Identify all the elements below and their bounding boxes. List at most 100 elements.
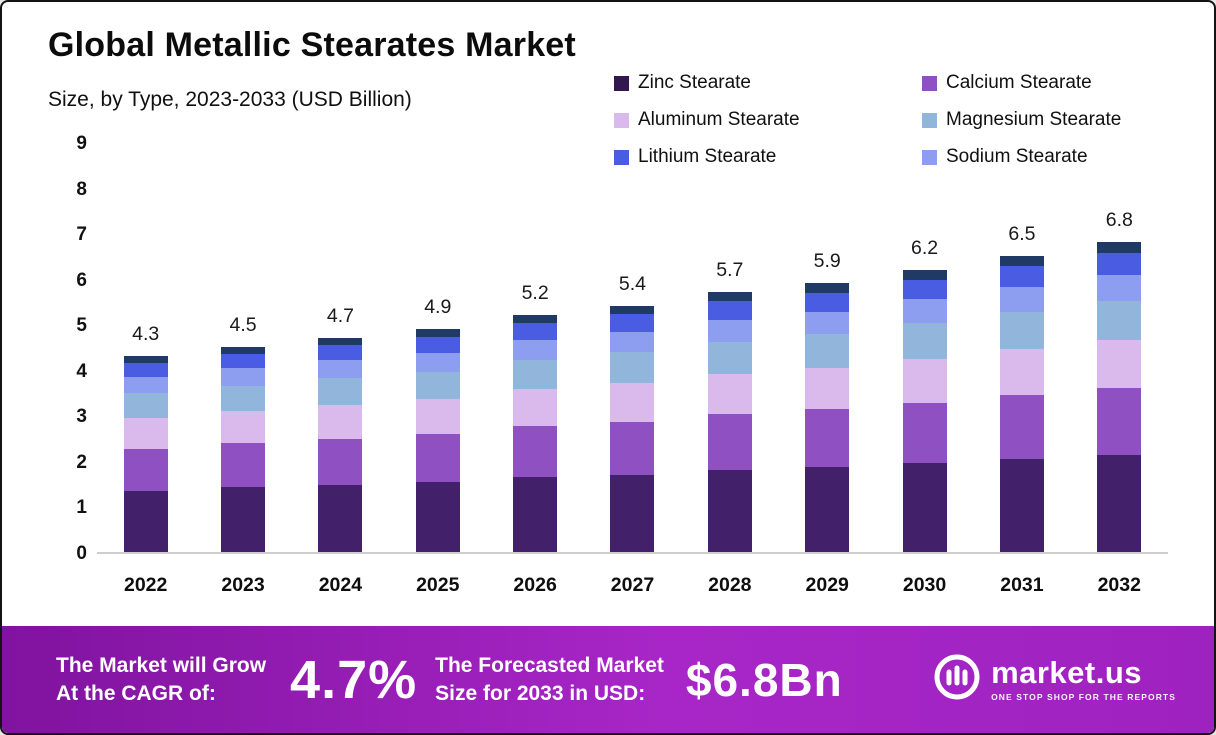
bar-segment-lithium-stearate	[902, 279, 947, 300]
bar-segment-aluminum-stearate	[902, 358, 947, 403]
cagr-label-line1: The Market will Grow	[56, 654, 267, 678]
bar-segment-aluminum-stearate	[610, 383, 655, 422]
legend-label: Magnesium Stearate	[946, 109, 1122, 130]
legend-item-calcium-stearate: Calcium Stearate	[922, 72, 1189, 94]
bar-segment-aluminum-stearate	[513, 389, 558, 427]
bar-segment-magnesium-stearate	[1097, 301, 1142, 340]
bar-segment-aluminum-stearate	[221, 411, 266, 444]
bar-segment-zinc-stearate	[513, 477, 558, 552]
stacked-bar-2032	[1097, 242, 1142, 552]
stacked-bar-2025	[415, 328, 460, 552]
forecast-label-line1: The Forecasted Market	[435, 654, 664, 678]
bar-slot-2032: 6.8	[1071, 144, 1168, 552]
bar-segment-aluminum-stearate	[318, 405, 363, 439]
legend-item-magnesium-stearate: Magnesium Stearate	[922, 109, 1189, 131]
bar-segment-calcium-stearate	[513, 426, 558, 478]
bar-segment-lithium-stearate	[1097, 253, 1142, 275]
bar-segment-cap	[221, 347, 266, 355]
x-tick-label-2030: 2030	[902, 574, 947, 596]
x-axis: 2022 2023 2024 2025 2026 2027 2028 2029 2030 2031…	[97, 574, 1168, 597]
bar-total-label-2023: 4.5	[229, 314, 257, 336]
legend-label: Aluminum Stearate	[638, 109, 800, 130]
y-tick-label-2: 2	[76, 451, 87, 473]
bar-slot-2028: 5.7	[681, 144, 778, 552]
legend-swatch-icon	[922, 112, 937, 128]
forecast-label: The Forecasted Market Size for 2033 in U…	[435, 652, 664, 707]
bar-segment-magnesium-stearate	[415, 371, 460, 400]
bar-segment-magnesium-stearate	[805, 334, 850, 368]
bar-segment-sodium-stearate	[513, 339, 558, 360]
bar-total-label-2027: 5.4	[618, 273, 647, 295]
bar-segment-sodium-stearate	[805, 311, 850, 335]
legend-item-zinc-stearate: Zinc Stearate	[614, 72, 922, 94]
y-tick-label-3: 3	[76, 406, 87, 428]
bar-segment-zinc-stearate	[1097, 454, 1142, 552]
bar-segment-cap	[999, 255, 1044, 267]
bar-slot-2027: 5.4	[584, 144, 681, 552]
stacked-bar-2022	[123, 356, 168, 552]
bar-segment-magnesium-stearate	[221, 385, 266, 412]
bar-segment-magnesium-stearate	[610, 352, 655, 384]
legend-label: Sodium Stearate	[946, 146, 1088, 167]
stacked-bar-2029	[805, 283, 850, 552]
y-tick-label-9: 9	[76, 133, 87, 154]
bar-total-label-2025: 4.9	[424, 295, 452, 318]
bar-segment-sodium-stearate	[221, 368, 266, 386]
legend-swatch-icon	[922, 75, 937, 91]
bar-slot-2030: 6.2	[876, 144, 973, 552]
bar-segment-magnesium-stearate	[513, 359, 558, 390]
forecast-label-line2: Size for 2033 in USD:	[435, 681, 646, 705]
bar-segment-lithium-stearate	[123, 362, 168, 377]
bar-slot-2025: 4.9	[389, 144, 486, 552]
stacked-bar-2024	[318, 337, 363, 552]
bar-segment-magnesium-stearate	[902, 323, 947, 359]
x-tick-label-2026: 2026	[513, 574, 557, 596]
bar-segment-aluminum-stearate	[707, 373, 752, 414]
bar-segment-aluminum-stearate	[999, 348, 1044, 395]
x-tick-label-2022: 2022	[123, 574, 168, 596]
plot-area: 4.3 4.5 4.7 4.9 5.2 5.4 5.7 5.9 6.2 6.5 6.8	[97, 144, 1168, 554]
x-tick-label-2027: 2027	[610, 574, 655, 596]
bar-segment-calcium-stearate	[805, 409, 850, 468]
y-tick-label-5: 5	[76, 315, 87, 337]
bar-segment-calcium-stearate	[318, 438, 363, 485]
legend-swatch-icon	[922, 149, 937, 165]
bar-segment-calcium-stearate	[999, 394, 1044, 459]
bar-segment-calcium-stearate	[902, 402, 947, 464]
legend-swatch-icon	[614, 75, 629, 91]
bar-slot-2023: 4.5	[194, 144, 291, 552]
marketus-logo-icon	[933, 653, 981, 706]
y-tick-label-0: 0	[76, 543, 87, 564]
stacked-bar-2023	[221, 347, 266, 552]
bar-segment-lithium-stearate	[318, 345, 363, 361]
cagr-value: 4.7%	[290, 649, 418, 710]
stacked-bar-2031	[999, 255, 1044, 552]
bar-segment-lithium-stearate	[999, 266, 1044, 287]
y-tick-label-6: 6	[76, 269, 87, 291]
footer-banner: The Market will Grow At the CAGR of: 4.7…	[2, 626, 1214, 733]
bar-slot-2031: 6.5	[973, 144, 1070, 552]
legend-swatch-icon	[614, 112, 629, 128]
bar-segment-aluminum-stearate	[415, 399, 460, 435]
bar-segment-cap	[707, 292, 752, 302]
bar-segment-lithium-stearate	[221, 354, 266, 369]
bar-total-label-2028: 5.7	[716, 259, 744, 282]
cagr-label-line2: At the CAGR of:	[56, 681, 216, 705]
chart-legend: Zinc Stearate Calcium Stearate Aluminum St…	[614, 72, 1189, 168]
legend-label: Lithium Stearate	[638, 146, 777, 167]
x-tick-label-2023: 2023	[221, 574, 265, 596]
bar-segment-cap	[805, 283, 850, 293]
bar-segment-lithium-stearate	[610, 314, 655, 332]
bar-total-label-2032: 6.8	[1105, 209, 1133, 232]
bar-segment-sodium-stearate	[1097, 274, 1142, 302]
bar-segment-zinc-stearate	[610, 474, 655, 552]
bar-segment-cap	[123, 356, 168, 363]
x-tick-label-2025: 2025	[416, 574, 460, 596]
bar-segment-aluminum-stearate	[805, 367, 850, 410]
forecast-value: $6.8Bn	[685, 653, 843, 706]
legend-label: Zinc Stearate	[638, 72, 751, 93]
bar-slot-2026: 5.2	[486, 144, 583, 552]
bar-segment-zinc-stearate	[999, 458, 1044, 552]
bar-segment-magnesium-stearate	[123, 393, 168, 419]
